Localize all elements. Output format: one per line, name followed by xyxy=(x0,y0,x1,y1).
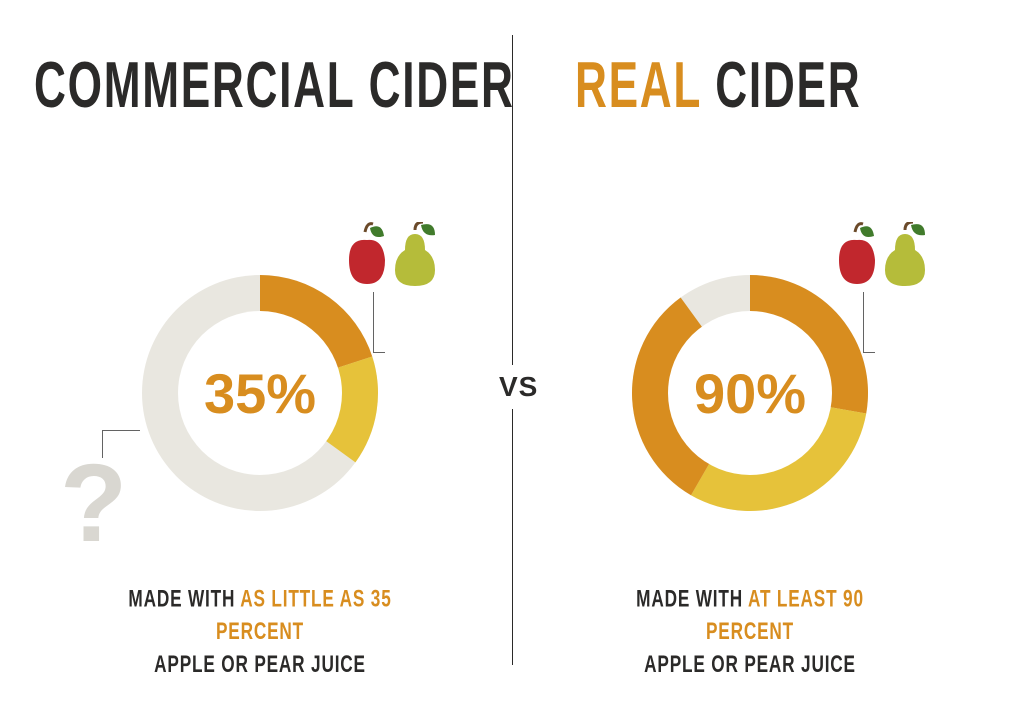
fruit-icons-left xyxy=(335,222,445,292)
caption-commercial: MADE WITH AS LITTLE AS 35 PERCENT APPLE … xyxy=(104,584,416,682)
title-real-cider: REAL CIDER xyxy=(575,48,861,123)
donut-real: 90% xyxy=(625,268,875,518)
title-commercial-cider: COMMERCIAL CIDER xyxy=(34,48,515,123)
pear-icon xyxy=(395,222,435,286)
leader-line xyxy=(863,352,875,354)
caption-real: MADE WITH AT LEAST 90 PERCENT APPLE OR P… xyxy=(594,584,906,682)
leader-line xyxy=(102,430,140,432)
caption-post: APPLE OR PEAR JUICE xyxy=(154,651,366,677)
donut-commercial: 35% xyxy=(135,268,385,518)
caption-post: APPLE OR PEAR JUICE xyxy=(644,651,856,677)
question-mark-icon: ? xyxy=(60,440,127,567)
apple-icon xyxy=(349,224,385,284)
leader-line xyxy=(373,352,385,354)
caption-pre: MADE WITH xyxy=(128,586,240,612)
apple-icon xyxy=(839,224,875,284)
leader-line xyxy=(373,292,375,352)
center-divider xyxy=(512,35,513,665)
vs-label: VS xyxy=(495,365,542,409)
fruit-icons-right xyxy=(825,222,935,292)
caption-accent: AS LITTLE AS 35 PERCENT xyxy=(216,586,392,645)
pear-icon xyxy=(885,222,925,286)
donut-commercial-pct: 35% xyxy=(135,268,385,518)
title-real-rest: CIDER xyxy=(701,49,861,122)
infographic-stage: COMMERCIAL CIDER REAL CIDER VS 35% xyxy=(0,0,1024,724)
leader-line xyxy=(863,292,865,352)
title-real-accent: REAL xyxy=(575,49,701,122)
caption-pre: MADE WITH xyxy=(636,586,748,612)
donut-real-pct: 90% xyxy=(625,268,875,518)
